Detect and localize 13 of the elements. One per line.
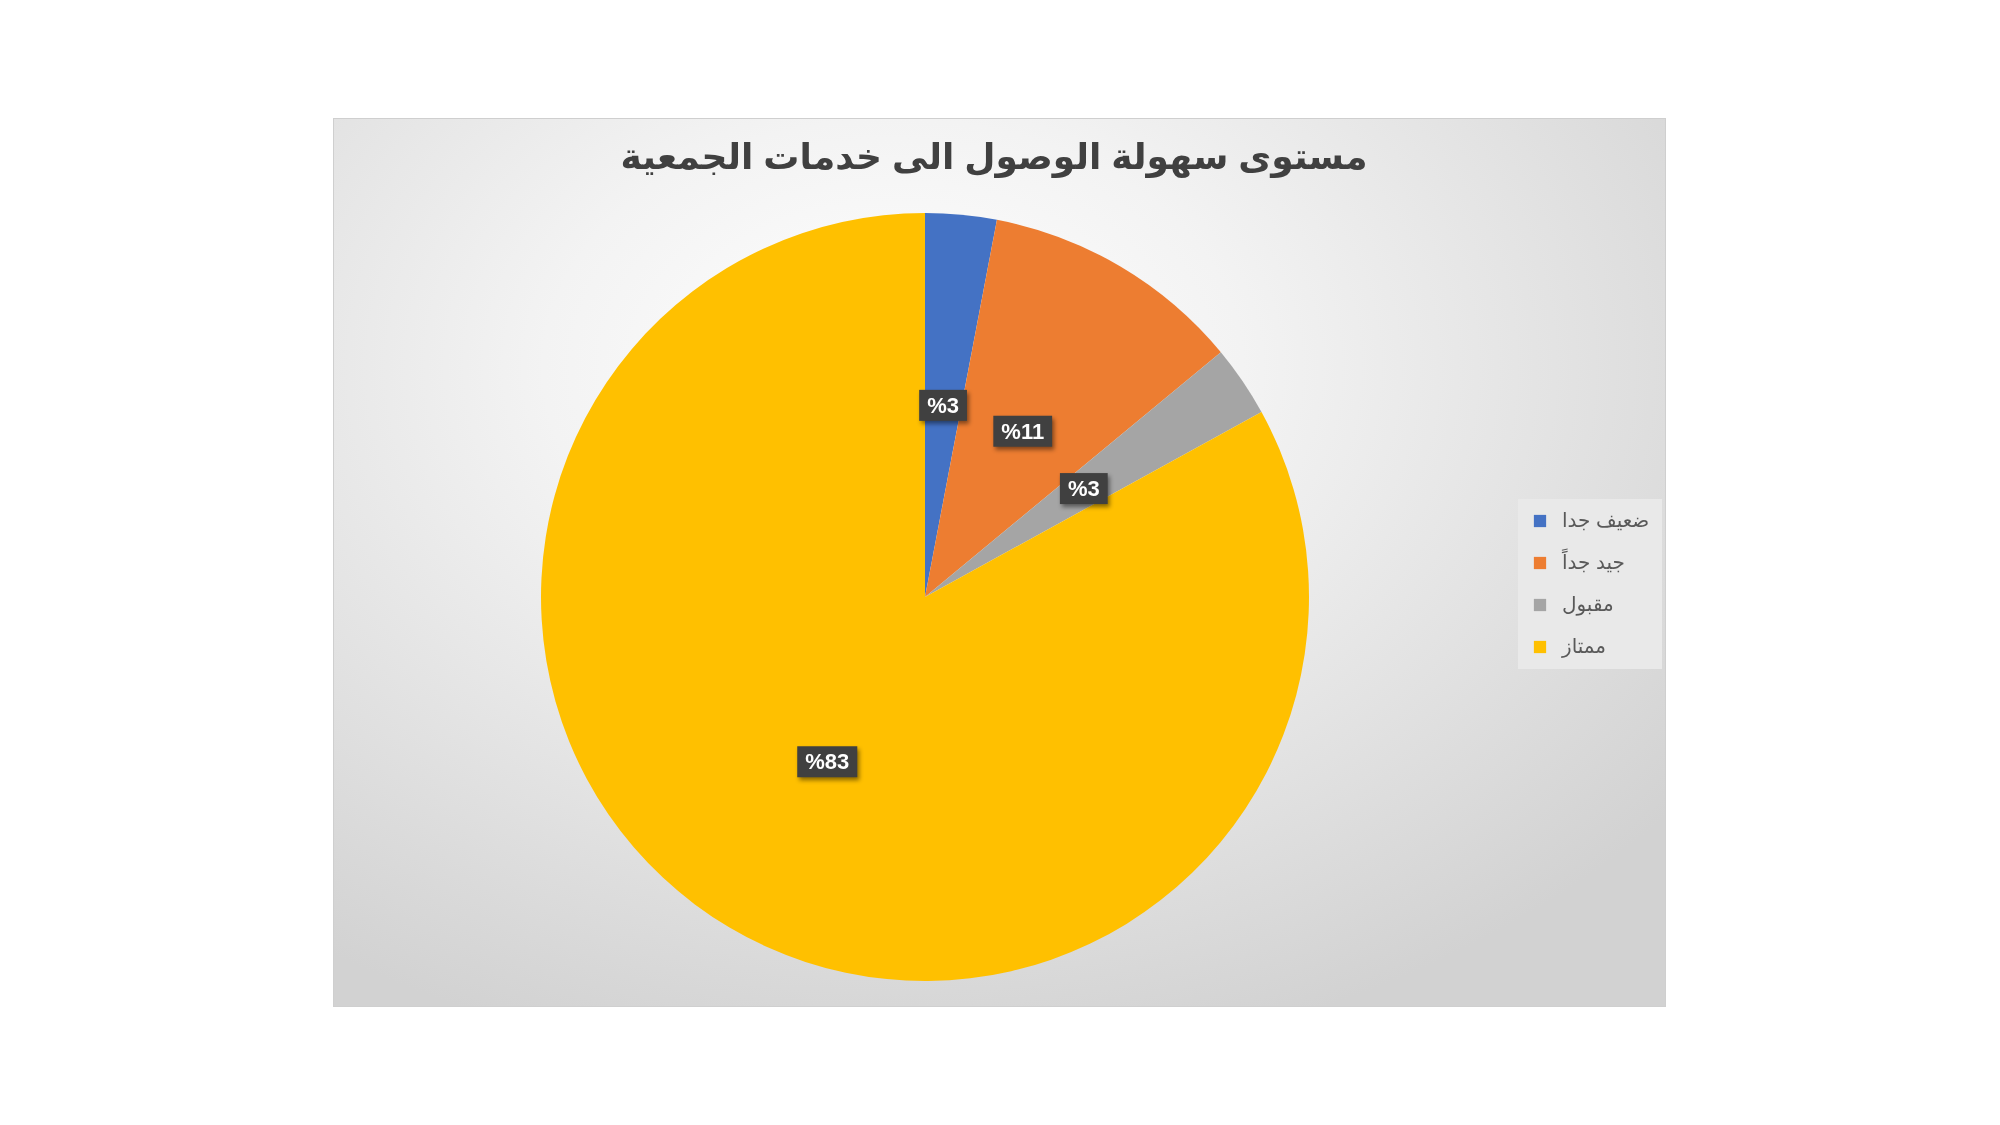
legend-label: ممتاز [1561,635,1607,658]
data-label: %11 [1001,418,1045,444]
chart-title: مستوى سهولة الوصول الى خدمات الجمعية [620,136,1368,178]
data-label: %83 [805,749,850,775]
pie-slice [925,213,997,597]
data-label: %3 [927,392,959,418]
legend-label: مقبول [1562,593,1614,616]
legend-label: جيد جداً [1561,547,1625,573]
pie-slice [925,219,1221,597]
data-label: %3 [1067,476,1100,502]
pie-slice [541,213,1309,981]
pie-slice [925,352,1262,597]
legend-label: ضعيف جدا [1562,509,1650,531]
